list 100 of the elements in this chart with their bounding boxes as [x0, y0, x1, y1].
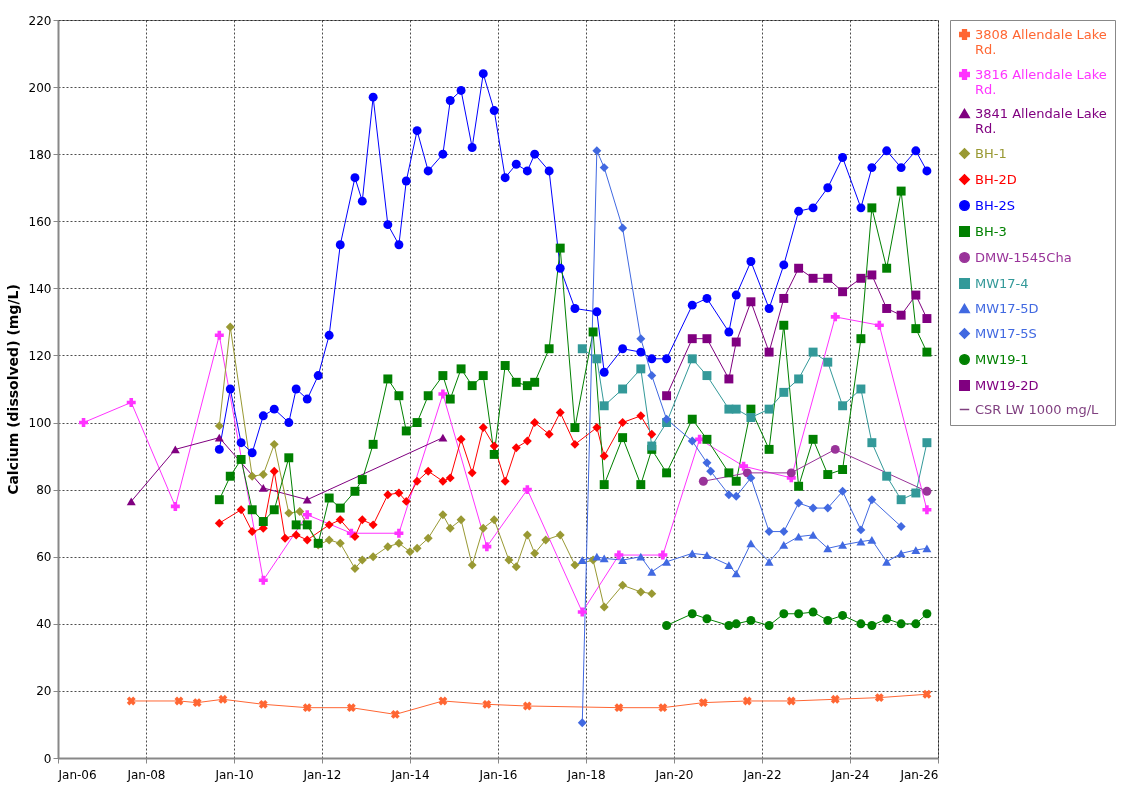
- point: [478, 423, 488, 433]
- point: [383, 220, 393, 230]
- point: [764, 404, 774, 414]
- point: [808, 503, 818, 513]
- point: [922, 347, 932, 357]
- point: [687, 549, 697, 558]
- point: [570, 560, 580, 570]
- point: [911, 324, 921, 334]
- point: [350, 564, 360, 573]
- point: [445, 523, 455, 533]
- point: [412, 418, 422, 428]
- point: [922, 438, 932, 448]
- point: [856, 525, 866, 535]
- point: [489, 515, 499, 525]
- point: [636, 587, 646, 597]
- point: [808, 607, 818, 617]
- point: [350, 173, 360, 183]
- point: [192, 698, 202, 708]
- point: [335, 503, 345, 513]
- point: [511, 443, 521, 453]
- point: [856, 537, 866, 546]
- point: [335, 515, 345, 525]
- point: [544, 166, 554, 176]
- point: [214, 433, 224, 442]
- x-tick-label: Jan-10: [214, 767, 254, 782]
- point: [794, 609, 804, 619]
- point: [731, 337, 741, 347]
- point: [702, 371, 712, 381]
- point: [658, 550, 668, 560]
- point: [390, 709, 400, 719]
- point: [838, 486, 848, 496]
- y-tick-label: 140: [28, 281, 52, 296]
- point: [511, 562, 521, 572]
- point: [882, 614, 892, 624]
- point: [808, 434, 818, 444]
- point: [911, 619, 921, 629]
- point: [746, 539, 756, 548]
- point: [214, 495, 224, 505]
- point: [706, 466, 716, 476]
- point: [577, 607, 587, 617]
- point: [618, 344, 628, 354]
- y-tick-label: 200: [28, 80, 52, 95]
- point: [808, 347, 818, 357]
- point: [412, 543, 422, 553]
- point: [522, 436, 532, 446]
- point: [313, 371, 323, 381]
- x-tick-label: Jan-24: [830, 767, 870, 782]
- point: [647, 567, 657, 576]
- point: [794, 206, 804, 216]
- point: [896, 310, 906, 320]
- point: [394, 538, 404, 548]
- point: [779, 293, 789, 303]
- point: [269, 439, 279, 449]
- point: [746, 404, 756, 414]
- point: [724, 621, 734, 630]
- point: [698, 698, 708, 708]
- y-tick-label: 180: [28, 147, 52, 162]
- point: [647, 429, 657, 439]
- point: [614, 703, 624, 713]
- point: [284, 418, 294, 428]
- point: [687, 334, 697, 344]
- point: [779, 527, 789, 537]
- point: [724, 374, 734, 384]
- point: [614, 550, 624, 560]
- point: [702, 551, 712, 559]
- x-tick-label: Jan-16: [478, 767, 518, 782]
- point: [335, 240, 345, 250]
- legend-label: BH-2S: [975, 197, 1015, 213]
- legend-label: 3816 Allendale Lake Rd.: [975, 66, 1107, 97]
- point: [764, 347, 774, 357]
- point: [284, 453, 294, 463]
- point: [438, 433, 448, 442]
- point: [739, 461, 749, 471]
- point: [746, 297, 756, 307]
- point: [779, 541, 789, 549]
- point: [896, 549, 906, 558]
- point: [423, 533, 433, 543]
- point: [838, 465, 848, 474]
- point: [808, 203, 818, 213]
- point: [478, 523, 488, 533]
- point: [896, 495, 906, 505]
- y-tick-label: 120: [28, 348, 52, 363]
- point: [126, 497, 136, 506]
- point: [544, 429, 554, 439]
- point: [247, 448, 257, 458]
- point: [687, 300, 697, 310]
- point: [280, 533, 290, 543]
- point: [126, 696, 136, 706]
- point: [794, 263, 804, 273]
- point: [856, 384, 866, 394]
- point: [530, 149, 540, 159]
- point: [662, 414, 672, 424]
- point: [394, 391, 404, 401]
- point: [702, 434, 712, 444]
- point: [662, 391, 672, 401]
- point: [867, 621, 877, 630]
- point: [867, 536, 877, 544]
- point: [724, 468, 734, 478]
- point: [225, 384, 235, 394]
- point: [522, 530, 532, 540]
